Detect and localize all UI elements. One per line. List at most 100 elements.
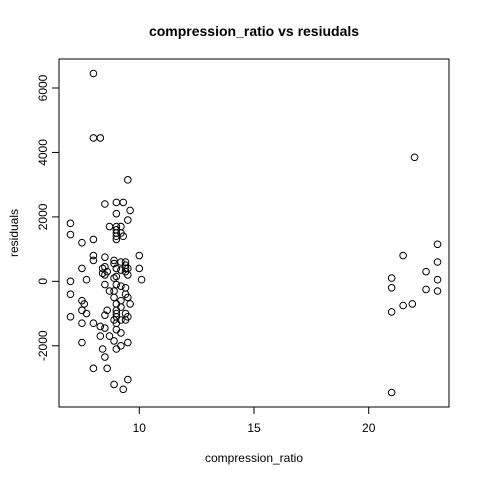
data-point [101, 353, 109, 361]
data-point [117, 296, 125, 305]
data-point [78, 338, 86, 347]
data-point [103, 364, 111, 373]
data-point [117, 266, 125, 274]
data-point [101, 263, 109, 271]
x-axis-title: compression_ratio [205, 451, 303, 465]
data-point [66, 230, 75, 239]
data-point [433, 275, 442, 284]
data-point [101, 280, 109, 289]
data-point [112, 198, 121, 207]
data-point [399, 251, 407, 260]
data-point [103, 306, 111, 315]
data-point [110, 256, 118, 265]
data-point [105, 222, 114, 231]
data-point [387, 283, 396, 292]
data-point [112, 235, 121, 244]
data-point [410, 153, 419, 162]
data-points [66, 69, 442, 397]
data-point [433, 258, 442, 266]
data-point [66, 290, 75, 299]
x-tick-label: 10 [133, 421, 147, 435]
data-point [137, 275, 146, 284]
data-point [387, 308, 396, 316]
y-tick-label: 0 [36, 278, 50, 285]
x-tick-label: 20 [362, 421, 376, 435]
data-point [112, 345, 121, 353]
data-point [422, 285, 430, 294]
x-tick-label: 15 [247, 421, 261, 435]
data-point [110, 380, 118, 389]
data-point [78, 264, 86, 273]
data-point [101, 253, 109, 261]
data-point [101, 324, 109, 332]
y-axis-title: residuals [7, 209, 21, 257]
y-tick-label: 6000 [36, 74, 50, 101]
data-point [422, 267, 430, 276]
data-point [89, 235, 98, 244]
y-tick-label: -2000 [36, 330, 50, 361]
data-point [105, 332, 114, 340]
data-point [89, 134, 98, 142]
data-point [98, 345, 107, 353]
data-point [78, 319, 86, 328]
data-point [119, 198, 128, 207]
data-point [110, 337, 118, 345]
data-point [126, 206, 134, 215]
data-point [66, 277, 75, 286]
data-point [96, 332, 105, 340]
data-point [78, 306, 86, 315]
data-point [387, 274, 396, 282]
data-point [110, 259, 118, 268]
data-point [112, 300, 121, 308]
data-point [124, 375, 132, 384]
data-point [408, 300, 417, 308]
data-point [121, 283, 130, 292]
y-tick-label: 2000 [36, 203, 50, 230]
data-point [124, 312, 132, 321]
data-point [78, 238, 86, 247]
data-point [89, 364, 98, 373]
y-tick-label: 4000 [36, 139, 50, 166]
data-point [110, 274, 118, 282]
data-point [433, 240, 442, 249]
data-point [124, 176, 132, 184]
data-point [98, 269, 107, 278]
data-point [117, 341, 125, 350]
data-point [124, 216, 132, 224]
data-point [112, 209, 121, 218]
data-point [89, 256, 98, 265]
data-point [82, 275, 91, 284]
data-point [66, 219, 75, 228]
data-point [124, 271, 132, 279]
data-point [112, 309, 121, 318]
data-point [105, 287, 114, 295]
data-point [124, 293, 132, 302]
data-point [112, 264, 121, 273]
data-point [110, 293, 118, 302]
data-point [82, 309, 91, 318]
data-point [135, 264, 144, 273]
data-point [433, 287, 442, 295]
x-axis: 10 15 20 [133, 406, 376, 435]
data-point [112, 325, 121, 334]
data-point [101, 311, 109, 319]
data-point [387, 388, 396, 397]
data-point [110, 287, 118, 295]
data-point [117, 329, 125, 337]
data-point [117, 282, 125, 290]
data-point [124, 338, 132, 347]
data-point [103, 267, 111, 276]
data-point [112, 280, 121, 289]
data-point [119, 385, 128, 394]
data-point [117, 222, 125, 231]
y-axis: -2000 0 2000 4000 6000 [36, 74, 60, 361]
data-point [117, 316, 125, 324]
data-point [126, 300, 134, 308]
data-point [89, 69, 98, 78]
data-point [89, 251, 98, 260]
data-point [117, 303, 125, 311]
data-point [66, 312, 75, 321]
data-point [101, 200, 109, 208]
data-point [399, 301, 407, 310]
